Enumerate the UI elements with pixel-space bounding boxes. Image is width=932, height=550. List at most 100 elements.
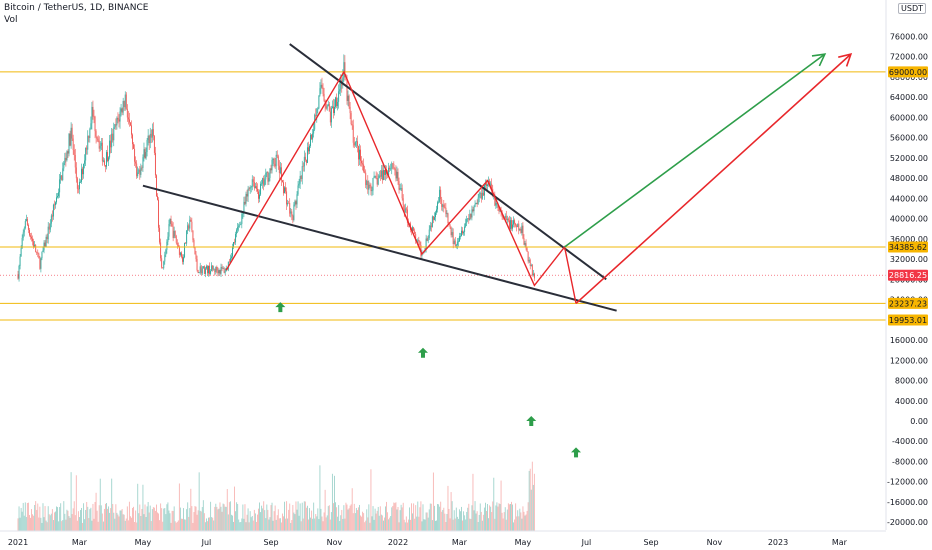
volume-bar <box>213 520 215 531</box>
volume-bar <box>521 518 523 531</box>
volume-bar <box>528 470 530 531</box>
candle-body <box>205 266 207 269</box>
volume-bar <box>489 505 491 531</box>
candle-body <box>523 238 525 245</box>
volume-bar <box>147 502 149 531</box>
candle-body <box>100 142 102 146</box>
candle-body <box>520 228 522 233</box>
volume-bar <box>308 519 309 531</box>
candle-body <box>301 166 303 180</box>
volume-bar <box>252 520 254 531</box>
candle-body <box>462 230 463 234</box>
volume-bar <box>272 520 274 531</box>
candle-body <box>294 201 296 205</box>
volume-bar <box>409 507 410 531</box>
y-tick-label: 56000.00 <box>890 134 928 143</box>
candle-body <box>365 172 367 186</box>
candle-body <box>123 100 125 108</box>
candle-body <box>521 225 523 233</box>
candle-body <box>286 191 288 205</box>
volume-bar <box>270 505 272 531</box>
volume-bar <box>116 512 118 531</box>
candle-body <box>41 251 43 259</box>
candle-body <box>203 266 205 274</box>
candle-body <box>208 265 209 274</box>
volume-bar <box>330 512 332 531</box>
volume-bar <box>127 520 129 531</box>
volume-bar <box>122 514 124 531</box>
candle-body <box>406 209 408 223</box>
candle-body <box>312 133 314 140</box>
candle-body <box>219 269 221 274</box>
candle-body <box>441 199 443 207</box>
candle-body <box>413 227 415 231</box>
volume-bar <box>152 507 154 531</box>
candle-body <box>449 224 451 228</box>
candle-body <box>359 149 360 160</box>
candle-body <box>77 188 79 190</box>
candle-body <box>281 180 283 183</box>
candle-body <box>78 181 80 190</box>
candle-body <box>385 169 386 175</box>
currency-badge[interactable]: USDT <box>898 3 926 14</box>
x-tick-label: 2022 <box>388 538 408 547</box>
volume-bar <box>355 507 357 531</box>
candle-body <box>80 181 81 183</box>
candle-body <box>242 212 244 215</box>
volume-bar <box>335 502 336 531</box>
volume-bar <box>273 511 275 531</box>
volume-bar <box>60 503 62 531</box>
volume-bar <box>404 522 406 531</box>
candle-body <box>268 177 270 182</box>
candle-body <box>322 87 324 94</box>
level-label-bg <box>888 314 928 326</box>
candle-body <box>250 187 252 188</box>
candle-body <box>507 218 509 221</box>
volume-bar <box>164 508 166 531</box>
candle-body <box>34 244 36 248</box>
volume-bar <box>301 502 303 531</box>
candle-body <box>303 156 305 167</box>
volume-bar <box>237 503 239 531</box>
volume-bar <box>246 514 248 531</box>
candle-body <box>456 241 458 245</box>
current-price-label: 28816.25 <box>889 271 927 280</box>
candle-body <box>329 111 331 123</box>
candle-body <box>444 207 446 209</box>
volume-bar <box>26 503 28 531</box>
volume-bar <box>503 512 505 531</box>
candle-body <box>258 191 259 199</box>
volume-bar <box>63 501 65 531</box>
volume-bar <box>466 511 468 531</box>
candle-body <box>241 214 243 224</box>
volume-bar <box>204 522 206 531</box>
volume-bar <box>349 505 351 531</box>
candle-body <box>472 209 474 212</box>
volume-bar <box>64 513 66 531</box>
volume-bar <box>471 505 473 531</box>
volume-bar <box>427 517 429 531</box>
candle-body <box>170 218 172 224</box>
volume-bar <box>464 515 466 531</box>
volume-bar <box>368 504 370 531</box>
candle-body <box>284 187 285 194</box>
volume-bar <box>378 515 380 531</box>
volume-bar <box>43 517 45 531</box>
volume-bar <box>174 521 176 531</box>
volume-bar <box>526 510 528 531</box>
candle-body <box>305 159 307 163</box>
candle-body <box>122 100 124 113</box>
candle-body <box>269 168 271 178</box>
volume-bar <box>74 515 76 531</box>
volume-bar <box>266 504 268 531</box>
candle-body <box>372 177 374 191</box>
candle-body <box>224 271 226 273</box>
candle-body <box>84 160 86 164</box>
candle-body <box>235 234 237 243</box>
volume-bar <box>451 501 453 531</box>
candle-body <box>316 108 318 117</box>
y-tick-label: 44000.00 <box>890 194 928 203</box>
volume-bar <box>304 501 306 531</box>
volume-bar <box>227 514 229 531</box>
